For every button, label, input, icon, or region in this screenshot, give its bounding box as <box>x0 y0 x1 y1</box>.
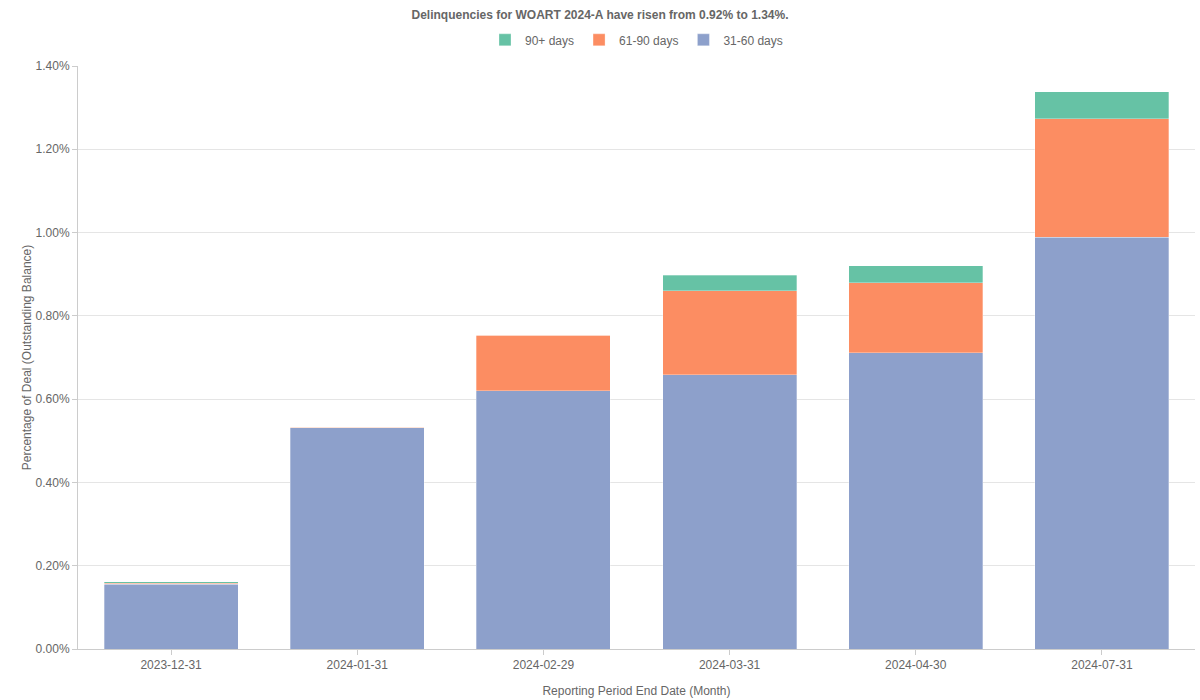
svg-text:31-60 days: 31-60 days <box>723 34 782 48</box>
svg-text:2024-01-31: 2024-01-31 <box>327 658 389 672</box>
svg-text:2023-12-31: 2023-12-31 <box>140 658 202 672</box>
svg-text:Reporting Period End Date (Mon: Reporting Period End Date (Month) <box>542 684 730 698</box>
svg-text:0.60%: 0.60% <box>36 392 70 406</box>
svg-text:2024-03-31: 2024-03-31 <box>699 658 761 672</box>
svg-text:Delinquencies for WOART 2024-A: Delinquencies for WOART 2024-A have rise… <box>411 8 788 22</box>
svg-text:61-90 days: 61-90 days <box>619 34 678 48</box>
svg-text:1.00%: 1.00% <box>36 226 70 240</box>
svg-text:0.20%: 0.20% <box>36 559 70 573</box>
svg-text:Percentage of Deal (Outstandin: Percentage of Deal (Outstanding Balance) <box>20 245 34 470</box>
svg-text:90+ days: 90+ days <box>525 34 574 48</box>
svg-text:0.40%: 0.40% <box>36 476 70 490</box>
svg-text:1.40%: 1.40% <box>36 59 70 73</box>
svg-text:0.00%: 0.00% <box>36 642 70 656</box>
svg-text:1.20%: 1.20% <box>36 142 70 156</box>
svg-text:2024-04-30: 2024-04-30 <box>885 658 947 672</box>
svg-text:0.80%: 0.80% <box>36 309 70 323</box>
svg-text:2024-02-29: 2024-02-29 <box>513 658 575 672</box>
svg-text:2024-07-31: 2024-07-31 <box>1071 658 1133 672</box>
